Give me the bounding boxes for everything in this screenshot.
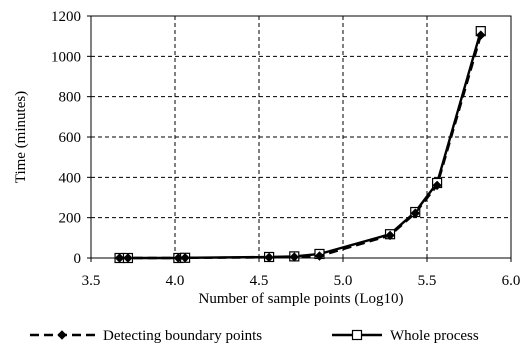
- x-tick-label: 6.0: [502, 273, 521, 289]
- series-0: [114, 30, 486, 263]
- data-point: [114, 253, 125, 263]
- x-tick-label: 4.0: [166, 273, 185, 289]
- y-axis-label: Time (minutes): [13, 91, 29, 183]
- data-point: [476, 30, 486, 40]
- y-tick-label: 800: [59, 90, 82, 106]
- legend-item-0: Detecting boundary points: [30, 328, 262, 344]
- y-tick-label: 600: [59, 130, 82, 146]
- legend-item-1: Whole process: [332, 328, 479, 344]
- data-point: [314, 251, 325, 261]
- data-point: [289, 252, 299, 262]
- legend-marker: [351, 329, 363, 341]
- y-tick-label: 1000: [51, 49, 81, 65]
- y-tick-label: 0: [74, 251, 82, 267]
- legend-marker: [57, 330, 67, 340]
- series-1: [114, 26, 486, 264]
- y-axis-ticks: 0 200 400 600 800 1000 1200: [51, 9, 91, 267]
- series-layer: [114, 26, 486, 264]
- legend: Detecting boundary points Whole process: [30, 328, 479, 344]
- data-point: [410, 208, 420, 218]
- x-tick-label: 3.5: [82, 273, 101, 289]
- x-tick-label: 5.5: [418, 273, 437, 289]
- legend-label: Whole process: [390, 328, 479, 344]
- y-tick-label: 1200: [51, 9, 81, 25]
- data-point: [385, 230, 395, 241]
- x-axis-label: Number of sample points (Log10): [199, 291, 404, 307]
- x-tick-label: 5.0: [334, 273, 353, 289]
- data-point: [123, 253, 133, 263]
- data-point: [432, 180, 442, 191]
- y-tick-label: 200: [59, 211, 82, 227]
- data-point: [264, 252, 274, 263]
- y-tick-label: 400: [59, 170, 82, 186]
- data-point: [180, 253, 190, 263]
- x-tick-label: 4.5: [250, 273, 269, 289]
- x-axis-ticks: 3.5 4.0 4.5 5.0 5.5 6.0: [82, 258, 521, 289]
- grid-lines: [91, 16, 511, 258]
- data-point: [173, 253, 184, 263]
- legend-label: Detecting boundary points: [103, 328, 262, 344]
